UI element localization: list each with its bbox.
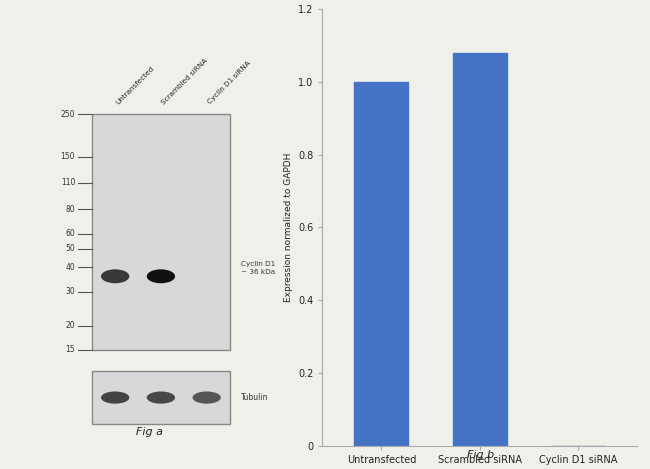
Text: 60: 60 [66, 229, 75, 238]
Ellipse shape [192, 392, 221, 404]
Text: 80: 80 [66, 205, 75, 214]
Ellipse shape [147, 269, 175, 283]
Text: 30: 30 [66, 287, 75, 296]
Text: 15: 15 [66, 345, 75, 354]
Bar [354, 82, 408, 446]
Bar [452, 53, 507, 446]
Text: 50: 50 [66, 244, 75, 253]
Text: 40: 40 [66, 263, 75, 272]
Text: Untransfected: Untransfected [115, 65, 155, 106]
Text: 20: 20 [66, 321, 75, 330]
Bar [92, 114, 229, 349]
Ellipse shape [101, 392, 129, 404]
Text: Scrambled siRNA: Scrambled siRNA [161, 57, 209, 106]
Text: 110: 110 [60, 178, 75, 187]
Ellipse shape [147, 392, 175, 404]
Ellipse shape [101, 269, 129, 283]
Bar [92, 371, 229, 424]
Text: Cyclin D1 siRNA: Cyclin D1 siRNA [207, 60, 252, 106]
Text: 250: 250 [60, 110, 75, 119]
Text: Fig a: Fig a [136, 427, 163, 437]
Text: Cyclin D1
~ 36 kDa: Cyclin D1 ~ 36 kDa [241, 261, 275, 274]
Text: 150: 150 [60, 152, 75, 161]
Text: Fig b: Fig b [467, 450, 495, 460]
Y-axis label: Expression normalized to GAPDH: Expression normalized to GAPDH [283, 153, 292, 302]
Text: Tubulin: Tubulin [241, 393, 268, 402]
